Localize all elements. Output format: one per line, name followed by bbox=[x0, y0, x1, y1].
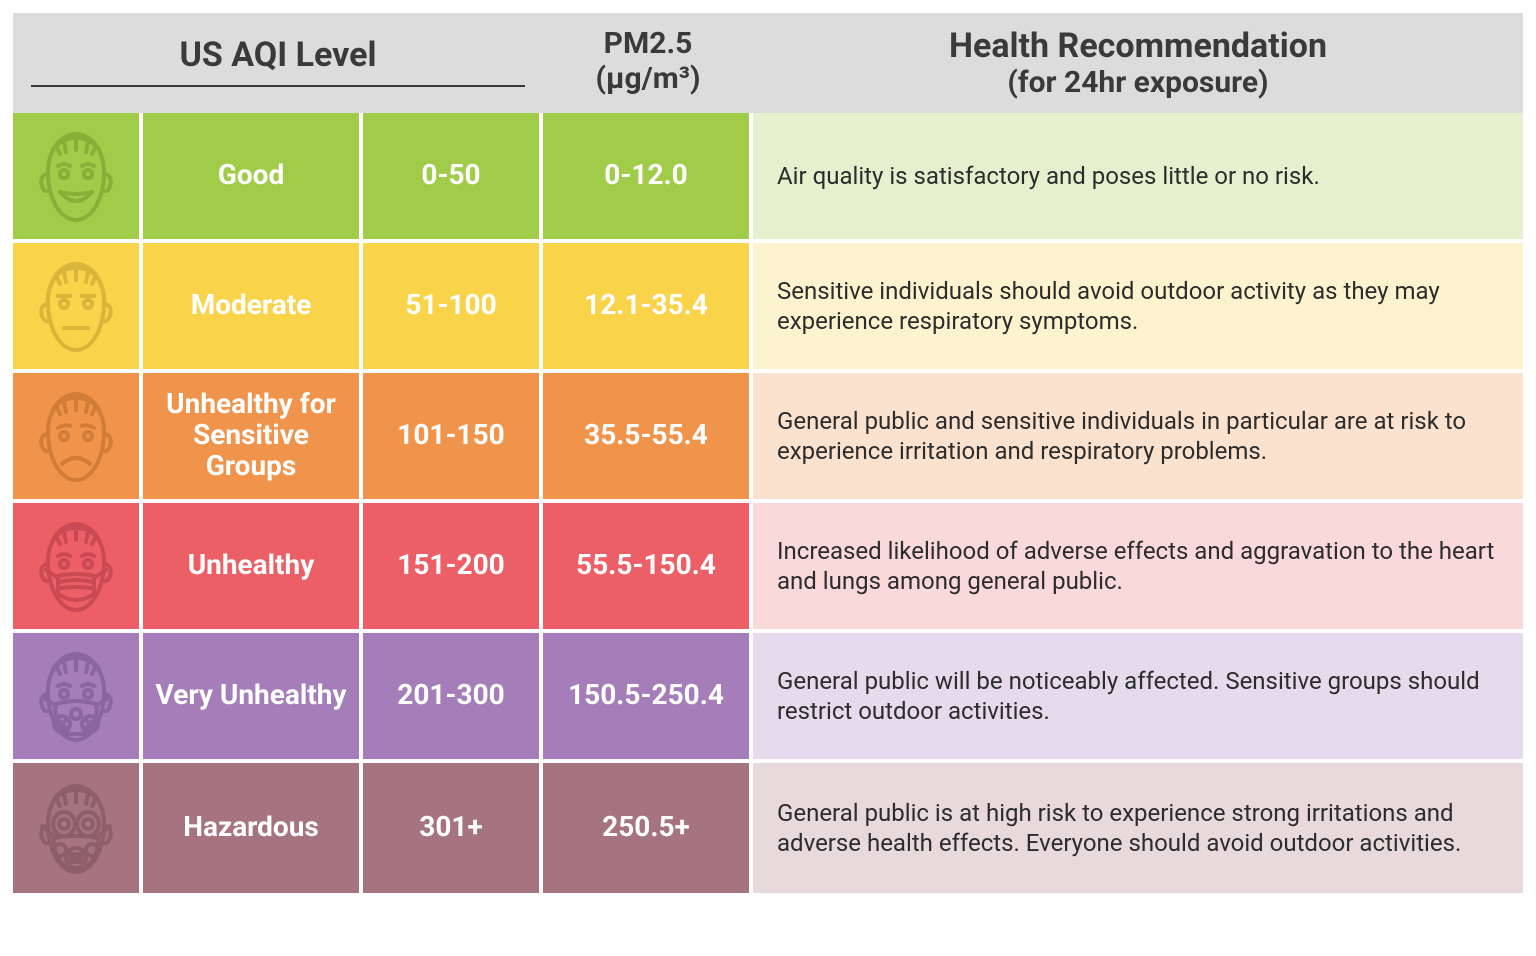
level-name-cell: Very Unhealthy bbox=[143, 633, 363, 763]
icon-cell bbox=[13, 243, 143, 373]
table-header: US AQI Level PM2.5 (µg/m³) Health Recomm… bbox=[13, 13, 1523, 113]
pm-range-cell: 35.5-55.4 bbox=[543, 373, 753, 503]
aqi-range-cell: 0-50 bbox=[363, 113, 543, 243]
recommendation-cell: General public will be noticeably affect… bbox=[753, 633, 1523, 763]
pm-range: 35.5-55.4 bbox=[584, 420, 708, 451]
level-name: Good bbox=[218, 160, 284, 191]
pm-range: 150.5-250.4 bbox=[568, 680, 724, 711]
recommendation-text: General public is at high risk to experi… bbox=[777, 798, 1499, 858]
header-rec-line1: Health Recommendation bbox=[949, 26, 1327, 66]
icon-cell bbox=[13, 503, 143, 633]
aqi-row: Unhealthy for Sensitive Groups 101-150 3… bbox=[13, 373, 1523, 503]
level-name-cell: Good bbox=[143, 113, 363, 243]
face-respirator-icon bbox=[26, 641, 126, 751]
level-name-cell: Hazardous bbox=[143, 763, 363, 893]
aqi-row: Very Unhealthy 201-300 150.5-250.4 Gener… bbox=[13, 633, 1523, 763]
pm-range-cell: 12.1-35.4 bbox=[543, 243, 753, 373]
level-name-cell: Moderate bbox=[143, 243, 363, 373]
level-name-cell: Unhealthy bbox=[143, 503, 363, 633]
recommendation-cell: Sensitive individuals should avoid outdo… bbox=[753, 243, 1523, 373]
icon-cell bbox=[13, 113, 143, 243]
aqi-row: Hazardous 301+ 250.5+ General public is … bbox=[13, 763, 1523, 893]
recommendation-text: General public and sensitive individuals… bbox=[777, 406, 1499, 466]
header-pm25-line2: (µg/m³) bbox=[543, 62, 753, 97]
recommendation-text: General public will be noticeably affect… bbox=[777, 666, 1499, 726]
aqi-table: US AQI Level PM2.5 (µg/m³) Health Recomm… bbox=[12, 12, 1524, 894]
recommendation-cell: Air quality is satisfactory and poses li… bbox=[753, 113, 1523, 243]
face-smile-icon bbox=[26, 121, 126, 231]
face-neutral-icon bbox=[26, 251, 126, 361]
recommendation-text: Sensitive individuals should avoid outdo… bbox=[777, 276, 1499, 336]
aqi-row: Good 0-50 0-12.0 Air quality is satisfac… bbox=[13, 113, 1523, 243]
pm-range-cell: 0-12.0 bbox=[543, 113, 753, 243]
level-name-cell: Unhealthy for Sensitive Groups bbox=[143, 373, 363, 503]
recommendation-text: Increased likelihood of adverse effects … bbox=[777, 536, 1499, 596]
aqi-range: 301+ bbox=[419, 812, 482, 843]
level-name: Hazardous bbox=[183, 812, 319, 843]
level-name: Unhealthy bbox=[188, 550, 315, 581]
recommendation-cell: General public and sensitive individuals… bbox=[753, 373, 1523, 503]
recommendation-cell: Increased likelihood of adverse effects … bbox=[753, 503, 1523, 633]
level-name: Moderate bbox=[191, 290, 312, 321]
aqi-range: 101-150 bbox=[397, 420, 504, 451]
aqi-range-cell: 151-200 bbox=[363, 503, 543, 633]
icon-cell bbox=[13, 633, 143, 763]
face-mask-icon bbox=[26, 511, 126, 621]
header-aqi-level: US AQI Level bbox=[13, 13, 543, 113]
pm-range: 55.5-150.4 bbox=[576, 550, 716, 581]
header-pm25-line1: PM2.5 bbox=[604, 26, 693, 61]
pm-range-cell: 150.5-250.4 bbox=[543, 633, 753, 763]
header-recommendation: Health Recommendation (for 24hr exposure… bbox=[753, 13, 1523, 113]
recommendation-cell: General public is at high risk to experi… bbox=[753, 763, 1523, 893]
aqi-range-cell: 101-150 bbox=[363, 373, 543, 503]
header-rec-line2: (for 24hr exposure) bbox=[753, 66, 1523, 101]
pm-range: 12.1-35.4 bbox=[584, 290, 708, 321]
face-sad-icon bbox=[26, 381, 126, 491]
aqi-range: 151-200 bbox=[397, 550, 504, 581]
level-name: Very Unhealthy bbox=[156, 680, 347, 711]
face-gasmask-icon bbox=[26, 773, 126, 883]
icon-cell bbox=[13, 763, 143, 893]
aqi-range-cell: 51-100 bbox=[363, 243, 543, 373]
aqi-row: Moderate 51-100 12.1-35.4 Sensitive indi… bbox=[13, 243, 1523, 373]
pm-range: 0-12.0 bbox=[604, 160, 687, 191]
table-body: Good 0-50 0-12.0 Air quality is satisfac… bbox=[13, 113, 1523, 893]
level-name: Unhealthy for Sensitive Groups bbox=[149, 389, 353, 481]
pm-range: 250.5+ bbox=[602, 812, 690, 843]
aqi-row: Unhealthy 151-200 55.5-150.4 Increased l… bbox=[13, 503, 1523, 633]
pm-range-cell: 250.5+ bbox=[543, 763, 753, 893]
recommendation-text: Air quality is satisfactory and poses li… bbox=[777, 161, 1320, 191]
header-pm25: PM2.5 (µg/m³) bbox=[543, 13, 753, 113]
icon-cell bbox=[13, 373, 143, 503]
aqi-range-cell: 201-300 bbox=[363, 633, 543, 763]
pm-range-cell: 55.5-150.4 bbox=[543, 503, 753, 633]
aqi-range-cell: 301+ bbox=[363, 763, 543, 893]
aqi-range: 201-300 bbox=[397, 680, 504, 711]
aqi-range: 51-100 bbox=[405, 290, 496, 321]
aqi-range: 0-50 bbox=[421, 160, 480, 191]
